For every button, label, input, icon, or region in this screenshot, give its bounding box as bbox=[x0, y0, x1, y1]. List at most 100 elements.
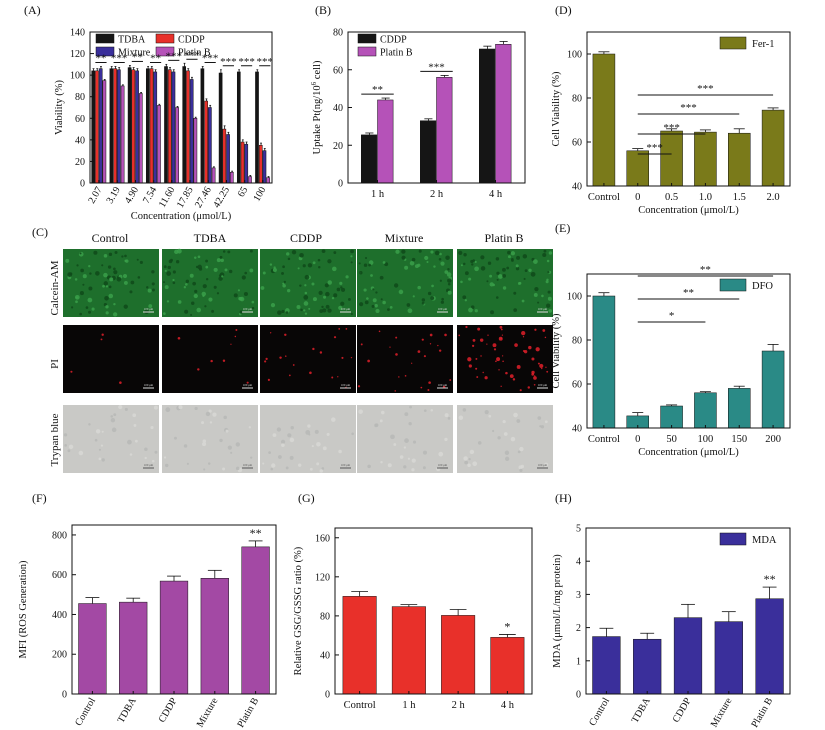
cell-dot bbox=[104, 295, 109, 301]
cell-dot bbox=[497, 436, 501, 440]
cell-dot bbox=[221, 275, 224, 278]
cell-dot bbox=[548, 309, 553, 313]
sig-text: *** bbox=[111, 53, 128, 65]
bar-tdba-7 bbox=[218, 72, 223, 184]
cell-dot bbox=[460, 280, 463, 284]
y-tick-label: 140 bbox=[70, 28, 85, 39]
cell-dot bbox=[458, 250, 463, 256]
cell-dot bbox=[88, 310, 92, 314]
cell-dot bbox=[498, 336, 503, 341]
sig-text: *** bbox=[257, 56, 274, 68]
cell-dot bbox=[239, 310, 244, 314]
cell-dot bbox=[541, 367, 543, 370]
cell-dot bbox=[401, 249, 406, 254]
bar-tdba-0 bbox=[91, 70, 96, 184]
cell-dot bbox=[249, 268, 254, 273]
cell-dot bbox=[144, 447, 148, 451]
cell-dot bbox=[79, 312, 83, 316]
cell-dot bbox=[479, 338, 484, 342]
cell-dot bbox=[67, 272, 73, 278]
cell-dot bbox=[499, 325, 503, 329]
cell-dot bbox=[507, 255, 511, 259]
cell-dot bbox=[299, 253, 304, 258]
cell-dot bbox=[102, 284, 105, 288]
x-tick-label: Platin B bbox=[749, 696, 775, 730]
cell-dot bbox=[333, 293, 338, 298]
cell-dot bbox=[88, 264, 91, 268]
x-tick-label: CDDP bbox=[671, 696, 694, 725]
cell-dot bbox=[403, 446, 407, 449]
cell-dot bbox=[163, 281, 166, 284]
cell-dot bbox=[389, 305, 393, 309]
bar-mda-2 bbox=[673, 617, 703, 695]
cell-dot bbox=[94, 438, 98, 442]
panel-label: (A) bbox=[24, 3, 41, 17]
cell-dot bbox=[447, 268, 450, 271]
cell-dot bbox=[332, 266, 337, 272]
cell-dot bbox=[249, 249, 253, 253]
cell-dot bbox=[166, 300, 170, 303]
cell-dot bbox=[318, 266, 321, 269]
cell-dot bbox=[197, 264, 202, 270]
cell-dot bbox=[222, 359, 226, 362]
cell-dot bbox=[78, 251, 84, 257]
cell-dot bbox=[139, 260, 143, 265]
cell-dot bbox=[417, 350, 421, 353]
sig-text: *** bbox=[220, 56, 237, 68]
cell-dot bbox=[422, 450, 427, 455]
scale-bar-label: 100 μm bbox=[538, 463, 548, 467]
x-tick-label: 42.25 bbox=[211, 185, 232, 210]
cell-dot bbox=[325, 304, 330, 309]
cell-dot bbox=[250, 456, 253, 459]
cell-dot bbox=[271, 463, 276, 468]
cell-dot bbox=[475, 357, 478, 360]
cell-dot bbox=[233, 293, 238, 298]
cell-dot bbox=[367, 359, 370, 363]
bar--3 bbox=[490, 637, 525, 695]
cell-dot bbox=[101, 333, 104, 336]
cell-dot bbox=[205, 265, 209, 269]
bar-dfo-4 bbox=[728, 388, 751, 429]
cell-dot bbox=[322, 308, 327, 313]
bar-cddp-2 bbox=[131, 69, 136, 184]
cell-dot bbox=[70, 370, 73, 373]
cell-dot bbox=[309, 371, 312, 375]
cell-dot bbox=[269, 263, 273, 266]
cell-dot bbox=[216, 258, 221, 263]
cell-dot bbox=[108, 252, 113, 257]
cell-dot bbox=[167, 265, 171, 270]
cell-dot bbox=[177, 336, 181, 340]
cell-dot bbox=[235, 329, 238, 331]
cell-dot bbox=[507, 250, 511, 255]
cell-dot bbox=[148, 304, 153, 308]
tile-pi-control: 100 μm bbox=[63, 325, 159, 393]
cell-dot bbox=[71, 306, 74, 309]
cell-dot bbox=[331, 296, 335, 300]
cell-dot bbox=[325, 291, 330, 297]
row-label-calcein: Calcein-AM bbox=[49, 260, 61, 315]
cell-dot bbox=[124, 407, 128, 411]
cell-dot bbox=[537, 362, 540, 365]
cell-dot bbox=[502, 420, 506, 424]
cell-dot bbox=[64, 444, 67, 447]
cell-dot bbox=[284, 355, 287, 357]
legend-swatch-3 bbox=[155, 46, 175, 57]
cell-dot bbox=[147, 288, 152, 293]
cell-dot bbox=[367, 464, 371, 469]
bar-platin-b-1 bbox=[120, 85, 125, 184]
cell-dot bbox=[322, 446, 327, 451]
cell-dot bbox=[101, 458, 105, 462]
cell-dot bbox=[528, 268, 532, 272]
cell-dot bbox=[319, 309, 324, 313]
cell-dot bbox=[74, 294, 80, 300]
cell-dot bbox=[164, 285, 169, 290]
bar-mda-4 bbox=[755, 598, 784, 695]
sig-text: ** bbox=[683, 287, 694, 299]
cell-dot bbox=[519, 389, 522, 392]
cell-dot bbox=[324, 283, 329, 288]
col-label-mixture: Mixture bbox=[385, 231, 424, 245]
cell-dot bbox=[123, 304, 128, 309]
bar-cddp-0 bbox=[361, 134, 378, 184]
bar-mixture-0 bbox=[98, 68, 103, 184]
cell-dot bbox=[175, 260, 180, 264]
